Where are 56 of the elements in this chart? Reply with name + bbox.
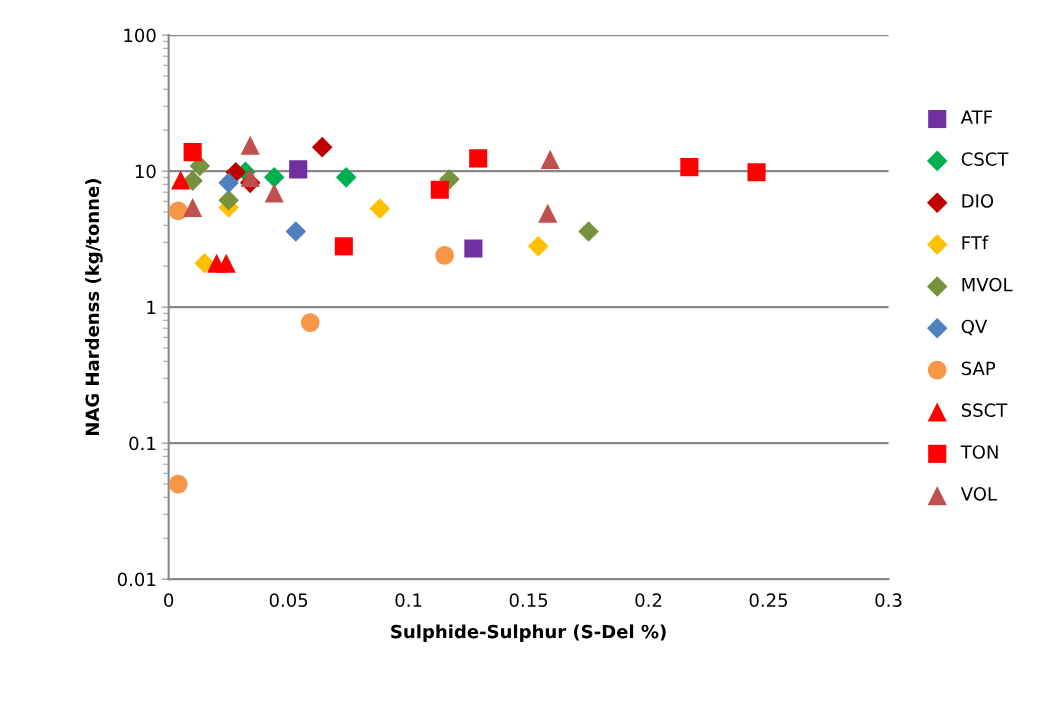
x-axis-title: Sulphide-Sulphur (S-Del %) bbox=[391, 624, 666, 642]
point bbox=[216, 253, 236, 273]
point bbox=[189, 155, 211, 177]
y-tick-label: 0.1 bbox=[129, 436, 156, 451]
point bbox=[168, 474, 188, 494]
point bbox=[335, 167, 357, 188]
point bbox=[264, 183, 284, 203]
point bbox=[469, 149, 488, 168]
point bbox=[578, 221, 599, 242]
legend-label: ATF bbox=[960, 110, 993, 124]
legend-label: CSCT bbox=[961, 152, 1009, 166]
point bbox=[182, 170, 203, 192]
legend-label: SAP bbox=[961, 361, 996, 376]
y-tick-label: 100 bbox=[124, 28, 156, 43]
legend-label: FTf bbox=[962, 235, 989, 250]
y-tick-label: 1 bbox=[147, 300, 156, 314]
legend-label: TON bbox=[960, 445, 998, 459]
point bbox=[285, 221, 307, 242]
x-tick-label: 0.05 bbox=[269, 593, 308, 608]
point bbox=[263, 167, 285, 188]
point bbox=[300, 313, 320, 332]
point bbox=[369, 198, 391, 219]
point bbox=[218, 172, 239, 194]
legend-label: SSCT bbox=[961, 403, 1008, 417]
point bbox=[747, 163, 766, 182]
legend-label: VOL bbox=[960, 487, 997, 501]
point bbox=[240, 167, 260, 187]
legend-label: MVOL bbox=[962, 277, 1013, 292]
legend-label: DIO bbox=[962, 194, 994, 208]
point bbox=[218, 190, 239, 211]
x-tick-label: 0.3 bbox=[875, 593, 902, 608]
y-tick-label: 10 bbox=[135, 164, 156, 179]
point bbox=[183, 143, 202, 162]
x-tick-label: 0.15 bbox=[509, 593, 548, 608]
x-tick-label: 0.25 bbox=[749, 593, 788, 608]
y-axis-title: NAG Hardenss (kg/tonne) bbox=[85, 179, 103, 436]
point bbox=[289, 160, 308, 179]
x-tick-label: 0.1 bbox=[395, 593, 422, 608]
point bbox=[540, 149, 560, 169]
legend-label: QV bbox=[961, 319, 988, 336]
x-tick-label: 0 bbox=[164, 593, 174, 608]
point bbox=[171, 170, 191, 190]
x-tick-label: 0.2 bbox=[635, 593, 662, 608]
point bbox=[430, 180, 449, 199]
y-tick-label: 0.01 bbox=[117, 572, 156, 587]
point bbox=[538, 203, 558, 223]
point bbox=[435, 246, 454, 265]
point bbox=[168, 201, 188, 221]
point bbox=[680, 158, 699, 177]
point bbox=[334, 237, 353, 256]
point bbox=[194, 253, 215, 274]
point bbox=[464, 239, 483, 258]
point bbox=[527, 236, 549, 257]
point bbox=[240, 135, 260, 155]
point bbox=[311, 136, 333, 158]
point bbox=[183, 197, 203, 218]
